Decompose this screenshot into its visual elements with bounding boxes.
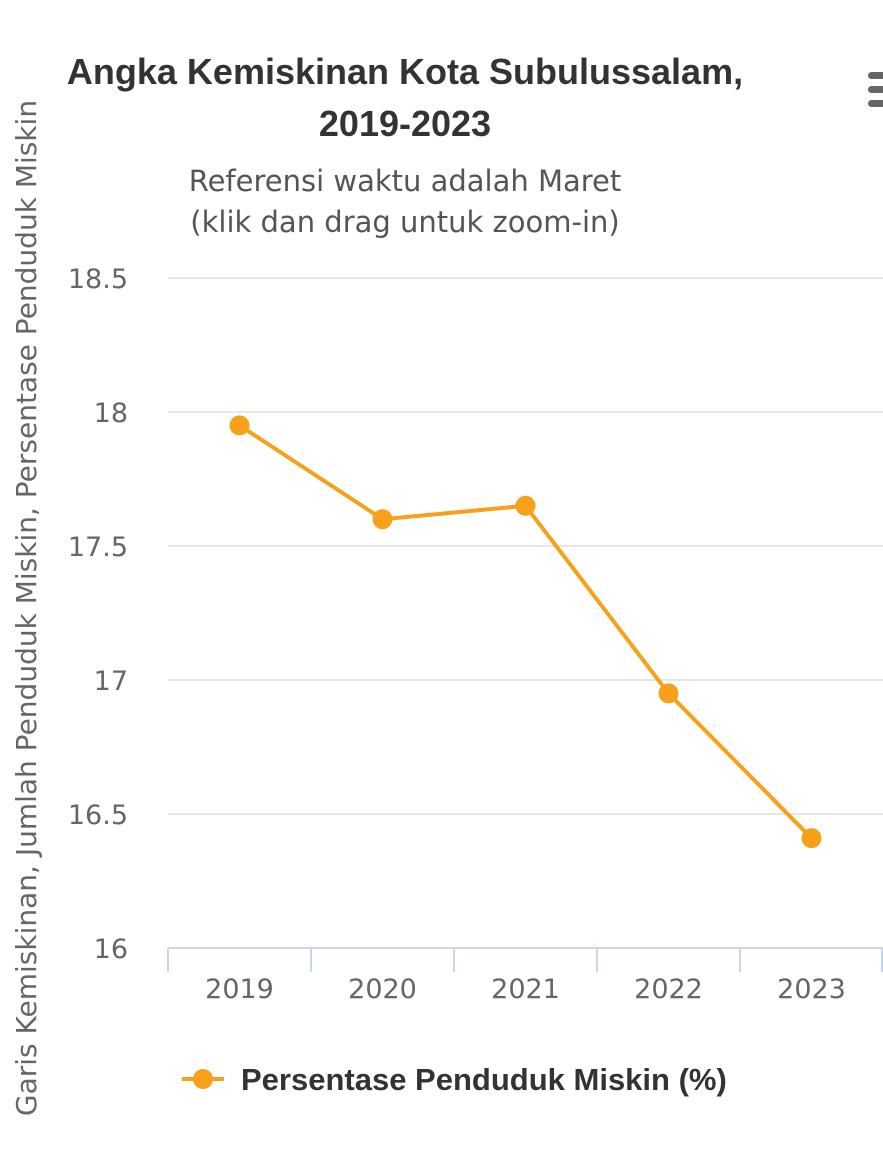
x-tick-label: 2021 <box>491 974 560 1005</box>
legend-marker-symbol <box>193 1069 213 1089</box>
data-point-2019[interactable] <box>229 415 250 436</box>
data-point-2021[interactable] <box>515 495 536 516</box>
y-tick-label: 17 <box>94 666 128 697</box>
x-tick-label: 2020 <box>348 974 417 1005</box>
data-point-2023[interactable] <box>801 828 822 849</box>
y-axis-tick-labels: 16 16.5 17 17.5 18 18.5 <box>68 264 128 965</box>
data-point-2020[interactable] <box>372 509 393 530</box>
y-tick-label: 18 <box>94 398 128 429</box>
series-persentase-penduduk-miskin[interactable] <box>229 415 822 849</box>
x-axis: 2019 2020 2021 2022 2023 <box>167 947 883 1005</box>
legend[interactable]: Persentase Penduduk Miskin (%) <box>182 1062 727 1097</box>
legend-item-label[interactable]: Persentase Penduduk Miskin (%) <box>241 1062 727 1097</box>
y-axis-title: Garis Kemiskinan, Jumlah Penduduk Miskin… <box>10 100 43 1116</box>
y-tick-label: 16 <box>94 934 128 965</box>
chart-title-line-1: Angka Kemiskinan Kota Subulussalam, <box>67 51 743 92</box>
x-tick-label: 2019 <box>205 974 274 1005</box>
y-tick-label: 18.5 <box>68 264 128 295</box>
grid-lines <box>168 277 883 815</box>
chart-subtitle-line-1: Referensi waktu adalah Maret <box>189 164 622 198</box>
chart-title-line-2: 2019-2023 <box>319 103 491 144</box>
y-tick-label: 17.5 <box>68 532 128 563</box>
chart-subtitle-line-2: (klik dan drag untuk zoom-in) <box>190 205 619 239</box>
series-line <box>238 423 813 840</box>
data-point-2022[interactable] <box>658 683 679 704</box>
x-tick-label: 2022 <box>634 974 703 1005</box>
x-tick-label: 2023 <box>777 974 846 1005</box>
hamburger-menu-icon[interactable] <box>868 72 883 107</box>
y-tick-label: 16.5 <box>68 800 128 831</box>
